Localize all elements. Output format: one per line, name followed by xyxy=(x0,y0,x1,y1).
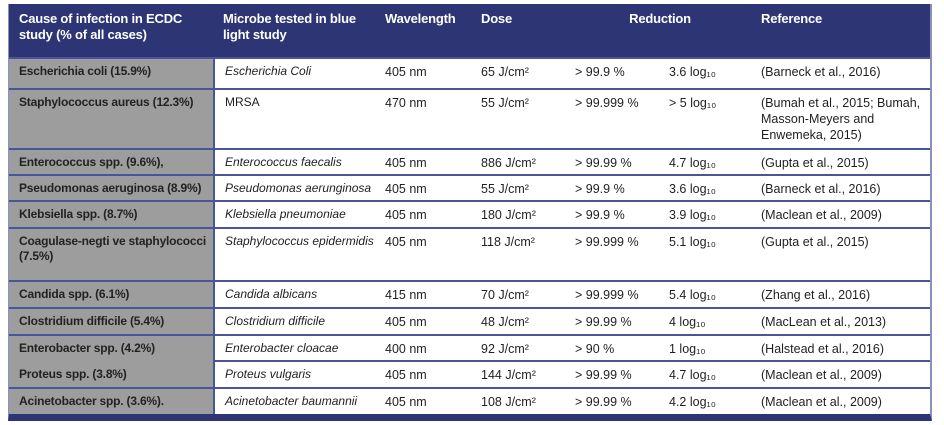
cell-reference: (Zhang et al., 2016) xyxy=(751,280,931,307)
cell-reduction-percent: > 99.999 % xyxy=(565,280,659,307)
cell-reduction-log: 5.4 log₁₀ xyxy=(659,280,752,307)
cell-cause-of-infection: Proteus spp. (3.8%) xyxy=(9,360,213,387)
cell-reference: (Barneck et al., 2016) xyxy=(751,174,931,200)
cell-microbe: Pseudomonas aerunginosa xyxy=(213,174,375,200)
cell-cause-of-infection: Staphylococcus aureus (12.3%) xyxy=(9,88,213,148)
blue-light-study-table: Cause of infection in ECDC study (% of a… xyxy=(8,4,932,421)
cell-cause-of-infection: Candida spp. (6.1%) xyxy=(9,280,213,307)
cell-wavelength: 405 nm xyxy=(375,200,471,227)
cell-dose: 144 J/cm² xyxy=(471,360,565,387)
cell-reduction-log: 5.1 log₁₀ xyxy=(659,227,752,280)
cell-dose: 55 J/cm² xyxy=(471,88,565,148)
cell-reduction-percent: > 99.99 % xyxy=(565,387,659,414)
cell-dose: 886 J/cm² xyxy=(471,148,565,174)
cell-wavelength: 415 nm xyxy=(375,280,471,307)
header-reduction: Reduction xyxy=(565,4,752,57)
cell-reference: (Maclean et al., 2009) xyxy=(751,387,931,414)
cell-reference: (Gupta et al., 2015) xyxy=(751,148,931,174)
cell-microbe: Staphylococcus epidermidis xyxy=(213,227,375,280)
cell-microbe: Acinetobacter baumannii xyxy=(213,387,375,414)
cell-cause-of-infection: Enterococcus spp. (9.6%), xyxy=(9,148,213,174)
cell-reduction-log: 1 log₁₀ xyxy=(659,334,752,360)
cell-dose: 65 J/cm² xyxy=(471,57,565,88)
cell-reduction-percent: > 99.9 % xyxy=(565,200,659,227)
cell-wavelength: 405 nm xyxy=(375,227,471,280)
cell-reduction-percent: > 99.99 % xyxy=(565,307,659,334)
table-row: Proteus spp. (3.8%) Proteus vulgaris 405… xyxy=(9,360,931,387)
cell-dose: 55 J/cm² xyxy=(471,174,565,200)
cell-reduction-percent: > 99.999 % xyxy=(565,227,659,280)
cell-cause-of-infection: Clostridium difficile (5.4%) xyxy=(9,307,213,334)
cell-dose: 92 J/cm² xyxy=(471,334,565,360)
cell-wavelength: 405 nm xyxy=(375,148,471,174)
table-row: Klebsiella spp. (8.7%) Klebsiella pneumo… xyxy=(9,200,931,227)
cell-dose: 118 J/cm² xyxy=(471,227,565,280)
cell-microbe: Enterobacter cloacae xyxy=(213,334,375,360)
cell-wavelength: 405 nm xyxy=(375,57,471,88)
cell-reduction-log: 3.6 log₁₀ xyxy=(659,174,752,200)
cell-reference: (Halstead et al., 2016) xyxy=(751,334,931,360)
header-dose: Dose xyxy=(471,4,565,57)
cell-cause-of-infection: Acinetobacter spp. (3.6%). xyxy=(9,387,213,414)
cell-microbe: Clostridium difficile xyxy=(213,307,375,334)
header-microbe: Microbe tested in blue light study xyxy=(213,4,375,57)
cell-wavelength: 405 nm xyxy=(375,174,471,200)
cell-cause-of-infection: Coagulase-negti ve staphylococci (7.5%) xyxy=(9,227,213,280)
cell-dose: 108 J/cm² xyxy=(471,387,565,414)
cell-dose: 180 J/cm² xyxy=(471,200,565,227)
table-row: Enterobacter spp. (4.2%) Enterobacter cl… xyxy=(9,334,931,360)
cell-cause-of-infection: Pseudomonas aeruginosa (8.9%) xyxy=(9,174,213,200)
cell-reduction-log: 4.2 log₁₀ xyxy=(659,387,752,414)
cell-cause-of-infection: Enterobacter spp. (4.2%) xyxy=(9,334,213,360)
table-row: Clostridium difficile (5.4%) Clostridium… xyxy=(9,307,931,334)
cell-wavelength: 470 nm xyxy=(375,88,471,148)
header-row: Cause of infection in ECDC study (% of a… xyxy=(9,4,931,57)
header-cause-of-infection: Cause of infection in ECDC study (% of a… xyxy=(9,4,213,57)
table-row: Enterococcus spp. (9.6%), Enterococcus f… xyxy=(9,148,931,174)
cell-wavelength: 400 nm xyxy=(375,334,471,360)
cell-microbe: MRSA xyxy=(213,88,375,148)
cell-reference: (MacLean et al., 2013) xyxy=(751,307,931,334)
cell-reduction-log: 3.9 log₁₀ xyxy=(659,200,752,227)
cell-microbe: Enterococcus faecalis xyxy=(213,148,375,174)
cell-microbe: Candida albicans xyxy=(213,280,375,307)
table-row: Candida spp. (6.1%) Candida albicans 415… xyxy=(9,280,931,307)
cell-wavelength: 405 nm xyxy=(375,307,471,334)
cell-reference: (Maclean et al., 2009) xyxy=(751,360,931,387)
cell-microbe: Proteus vulgaris xyxy=(213,360,375,387)
table-row: Coagulase-negti ve staphylococci (7.5%) … xyxy=(9,227,931,280)
table-row: Pseudomonas aeruginosa (8.9%) Pseudomona… xyxy=(9,174,931,200)
cell-reference: (Barneck et al., 2016) xyxy=(751,57,931,88)
cell-dose: 70 J/cm² xyxy=(471,280,565,307)
cell-wavelength: 405 nm xyxy=(375,360,471,387)
cell-reduction-percent: > 99.9 % xyxy=(565,57,659,88)
cell-microbe: Escherichia Coli xyxy=(213,57,375,88)
cell-reduction-log: 4.7 log₁₀ xyxy=(659,360,752,387)
cell-reference: (Gupta et al., 2015) xyxy=(751,227,931,280)
table-row: Acinetobacter spp. (3.6%). Acinetobacter… xyxy=(9,387,931,414)
table-row: Staphylococcus aureus (12.3%) MRSA 470 n… xyxy=(9,88,931,148)
header-wavelength: Wavelength xyxy=(375,4,471,57)
cell-reduction-log: 4 log₁₀ xyxy=(659,307,752,334)
cell-reference: (Bumah et al., 2015; Bumah, Masson-Meyer… xyxy=(751,88,931,148)
cell-reduction-log: > 5 log₁₀ xyxy=(659,88,752,148)
cell-reduction-percent: > 99.9 % xyxy=(565,174,659,200)
cell-reduction-log: 4.7 log₁₀ xyxy=(659,148,752,174)
cell-wavelength: 405 nm xyxy=(375,387,471,414)
cell-reduction-percent: > 99.999 % xyxy=(565,88,659,148)
cell-reduction-percent: > 99.99 % xyxy=(565,148,659,174)
cell-microbe: Klebsiella pneumoniae xyxy=(213,200,375,227)
cell-cause-of-infection: Klebsiella spp. (8.7%) xyxy=(9,200,213,227)
cell-reduction-percent: > 90 % xyxy=(565,334,659,360)
cell-cause-of-infection: Escherichia coli (15.9%) xyxy=(9,57,213,88)
cell-reduction-log: 3.6 log₁₀ xyxy=(659,57,752,88)
cell-reduction-percent: > 99.99 % xyxy=(565,360,659,387)
data-table: Cause of infection in ECDC study (% of a… xyxy=(9,4,931,414)
cell-dose: 48 J/cm² xyxy=(471,307,565,334)
table-header: Cause of infection in ECDC study (% of a… xyxy=(9,4,931,57)
cell-reference: (Maclean et al., 2009) xyxy=(751,200,931,227)
header-reference: Reference xyxy=(751,4,931,57)
table-row: Escherichia coli (15.9%) Escherichia Col… xyxy=(9,57,931,88)
table-body: Escherichia coli (15.9%) Escherichia Col… xyxy=(9,57,931,414)
